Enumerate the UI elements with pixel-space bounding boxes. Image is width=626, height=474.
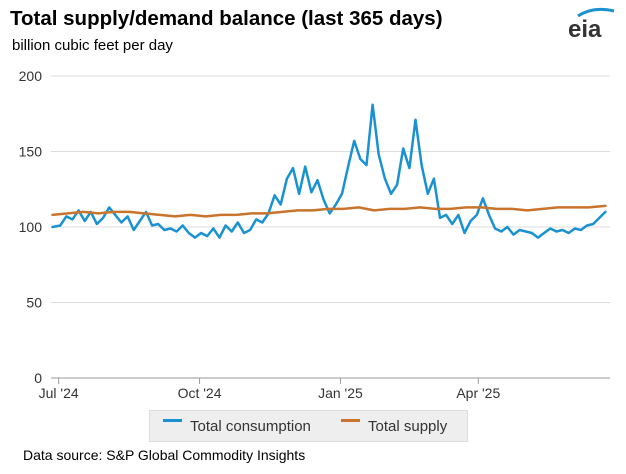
series-lines bbox=[51, 103, 607, 239]
legend-label-consumption[interactable]: Total consumption bbox=[190, 418, 311, 435]
eia-logo: eia bbox=[568, 6, 620, 43]
y-tick-labels: 0 50 100 150 200 bbox=[19, 68, 43, 386]
x-tick-label-2: Jan '25 bbox=[318, 385, 363, 401]
y-tick-label-0: 0 bbox=[34, 370, 42, 386]
legend-label-supply[interactable]: Total supply bbox=[368, 418, 448, 435]
eia-logo-swoosh bbox=[577, 7, 615, 18]
legend[interactable]: Total consumption Total supply bbox=[149, 410, 468, 442]
series-line-consumption[interactable] bbox=[51, 103, 607, 239]
x-tick-label-0: Jul '24 bbox=[39, 385, 79, 401]
y-tick-label-100: 100 bbox=[19, 219, 43, 235]
y-tick-label-200: 200 bbox=[19, 68, 43, 84]
legend-swatch-consumption bbox=[163, 419, 182, 422]
eia-logo-text: eia bbox=[568, 16, 602, 43]
y-tick-label-150: 150 bbox=[19, 144, 43, 160]
y-tick-label-50: 50 bbox=[26, 295, 42, 311]
legend-swatch-supply bbox=[341, 419, 360, 422]
chart-subtitle: billion cubic feet per day bbox=[12, 37, 173, 54]
eia-logo-arc-icon bbox=[577, 7, 615, 18]
x-tick-label-1: Oct '24 bbox=[178, 385, 222, 401]
chart-title: Total supply/demand balance (last 365 da… bbox=[10, 7, 443, 30]
series-line-supply[interactable] bbox=[51, 204, 607, 218]
data-source: Data source: S&P Global Commodity Insigh… bbox=[23, 447, 306, 463]
grid-lines bbox=[51, 75, 610, 379]
x-tick-label-3: Apr '25 bbox=[456, 385, 500, 401]
x-tick-labels: Jul '24 Oct '24 Jan '25 Apr '25 bbox=[39, 378, 500, 401]
